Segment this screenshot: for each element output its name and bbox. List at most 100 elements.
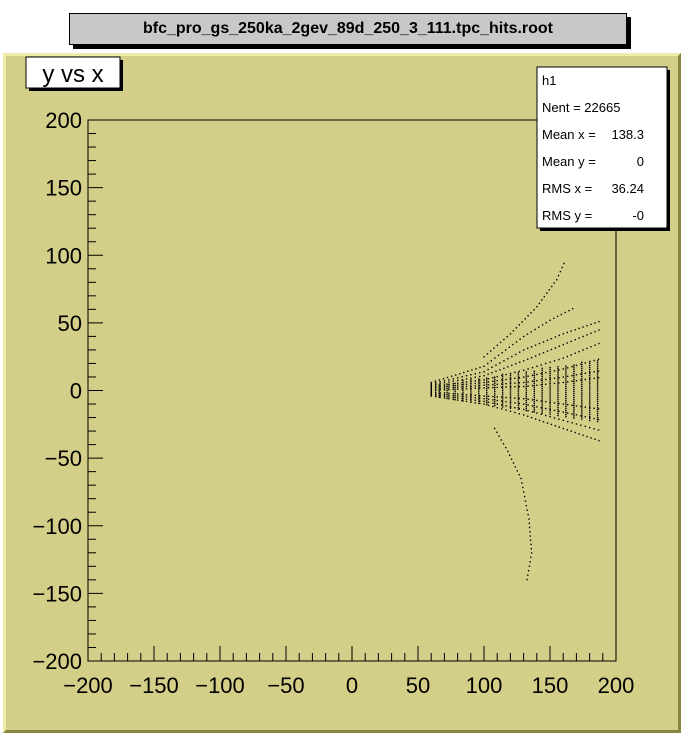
hit-point [565, 365, 567, 367]
hit-point [461, 376, 463, 378]
hit-point [465, 396, 468, 398]
hit-point [499, 362, 501, 364]
hit-point [483, 387, 485, 389]
hit-point [443, 387, 446, 389]
hit-point [517, 398, 520, 400]
hit-point [438, 388, 440, 390]
hit-point [598, 342, 600, 345]
hit-point [593, 417, 595, 420]
hit-point [527, 570, 530, 572]
stats-row-value: 138.3 [611, 127, 644, 142]
hit-point [527, 398, 529, 400]
hit-point [571, 365, 573, 368]
hit-point [551, 285, 553, 288]
hit-point [435, 391, 437, 393]
hit-point [572, 308, 574, 310]
hit-point [573, 376, 575, 378]
hit-point [479, 402, 481, 405]
hit-point [540, 372, 542, 375]
hit-point [525, 385, 527, 387]
hit-point [483, 381, 485, 384]
hit-point [542, 421, 545, 423]
hit-point [514, 407, 516, 409]
hit-point [533, 409, 535, 411]
hit-point [487, 384, 490, 386]
hit-point [542, 341, 545, 343]
hit-point [573, 384, 575, 387]
hit-point [557, 368, 559, 370]
hit-point [541, 299, 543, 301]
hit-point [515, 353, 517, 356]
hit-point [452, 378, 454, 380]
hit-point [589, 371, 591, 373]
hit-point [525, 399, 527, 402]
hit-point [582, 349, 584, 351]
hit-point [465, 398, 468, 400]
hit-point [553, 282, 555, 284]
hit-point [581, 416, 583, 418]
hit-point [512, 462, 515, 464]
hit-point [580, 373, 582, 375]
hit-point [501, 379, 504, 382]
hit-point [430, 389, 432, 391]
hit-point [527, 415, 529, 417]
hit-point [494, 403, 496, 405]
hit-point [514, 382, 516, 384]
hit-point [452, 392, 454, 395]
hit-point [557, 402, 559, 404]
hit-point [457, 379, 459, 382]
hit-point [501, 392, 504, 394]
hit-point [452, 386, 454, 389]
hit-point [533, 394, 535, 397]
hit-point [590, 437, 592, 439]
hit-point [566, 342, 568, 344]
hit-point [483, 384, 485, 386]
hit-point [500, 439, 502, 441]
hit-point [452, 380, 454, 382]
hit-point [589, 419, 591, 422]
hit-point [575, 374, 578, 376]
hit-point [470, 383, 472, 385]
hit-point [465, 385, 468, 388]
hit-point [596, 416, 599, 419]
hit-point [474, 399, 476, 401]
hit-point [470, 394, 472, 396]
hit-point [517, 384, 520, 386]
hit-point [474, 380, 476, 382]
hit-point [558, 410, 560, 412]
hit-point [578, 350, 580, 353]
hit-point [536, 406, 538, 408]
hit-point [541, 400, 543, 402]
hit-point [567, 420, 569, 423]
hit-point [529, 535, 531, 537]
hit-point [509, 389, 512, 391]
hit-point [448, 385, 450, 387]
hit-point [581, 398, 583, 400]
stats-box: h1 Nent = 22665 Mean x = 138.3 Mean y = 0 R… [536, 66, 670, 231]
hit-point [494, 390, 496, 393]
hit-point [593, 377, 595, 379]
hit-point [465, 375, 468, 377]
hit-point [594, 344, 596, 346]
hit-point [596, 380, 599, 382]
hit-point [471, 369, 473, 371]
hit-point [443, 380, 446, 382]
hit-point [517, 394, 520, 396]
hit-point [443, 385, 446, 388]
hit-point [549, 377, 551, 379]
hit-point [589, 397, 591, 399]
hit-point [593, 428, 595, 430]
hit-point [566, 331, 568, 334]
hit-point [498, 435, 500, 437]
hit-point [430, 395, 432, 397]
hit-point [490, 360, 492, 362]
hit-point [443, 397, 446, 399]
hit-point [594, 438, 596, 440]
hit-point [536, 412, 538, 414]
hit-point [558, 369, 560, 371]
hit-point [474, 373, 476, 375]
hit-point [520, 477, 522, 480]
hit-point [509, 454, 511, 456]
hit-point [509, 375, 512, 377]
x-tick-label: 150 [532, 673, 569, 698]
